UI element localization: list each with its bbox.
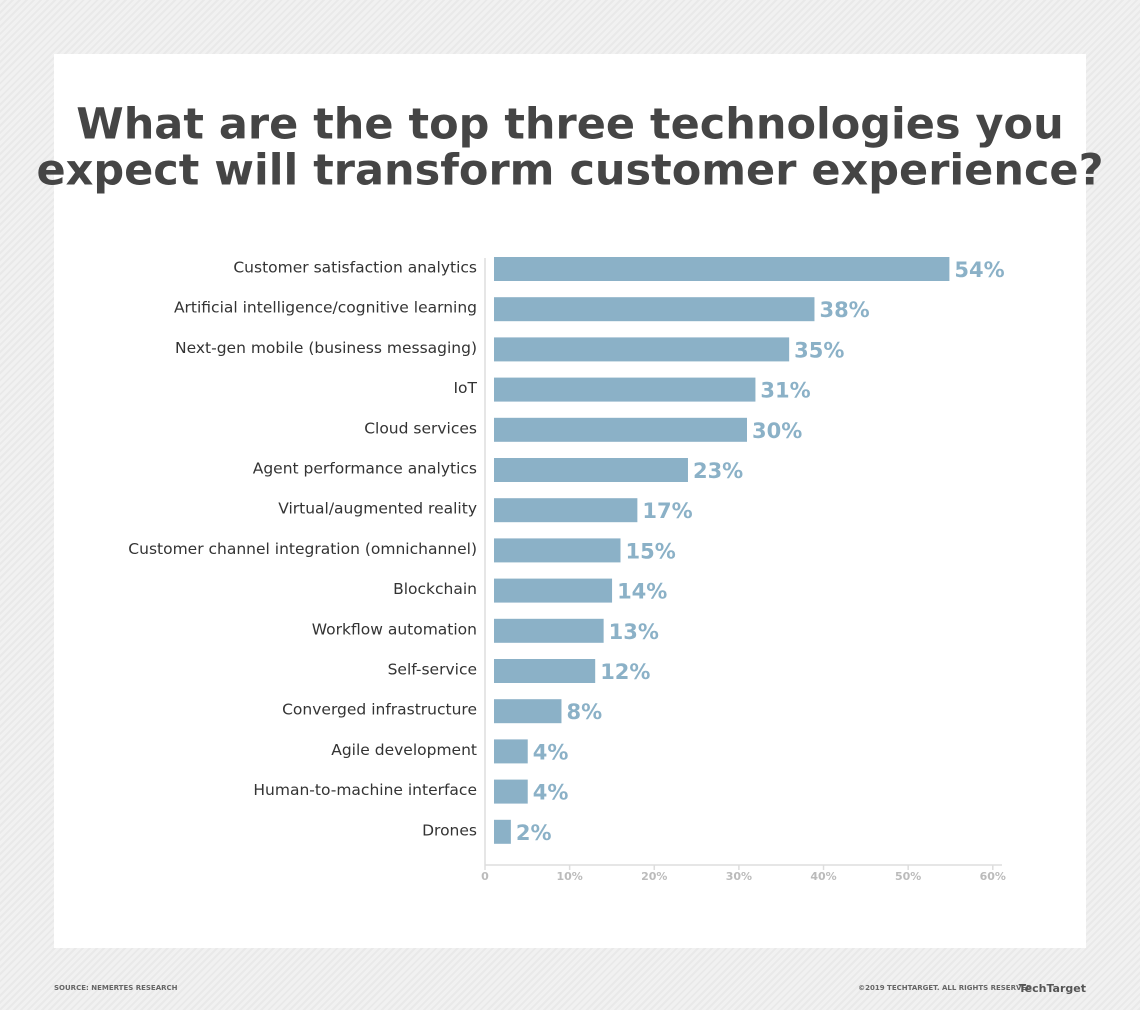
bar: [494, 819, 511, 844]
bar: [494, 739, 528, 764]
x-tick-label: 50%: [895, 870, 921, 883]
bar: [494, 779, 528, 804]
x-tick-label: 60%: [980, 870, 1006, 883]
value-label: 13%: [609, 620, 659, 644]
value-label: 4%: [533, 740, 569, 764]
bar: [494, 618, 604, 643]
bar: [494, 257, 950, 281]
y-tick-label: Customer channel integration (omnichanne…: [128, 540, 477, 558]
y-tick-label: Agile development: [331, 741, 477, 759]
value-label: 35%: [794, 338, 844, 362]
y-tick-label: IoT: [453, 379, 477, 397]
value-label: 12%: [600, 660, 650, 684]
value-label: 31%: [760, 379, 810, 403]
bar: [494, 538, 621, 563]
logo: TechTarget: [1019, 982, 1086, 995]
bar: [494, 458, 688, 482]
bar: [494, 699, 562, 724]
y-tick-label: Virtual/augmented reality: [278, 500, 477, 518]
y-tick-label: Customer satisfaction analytics: [233, 259, 477, 277]
chart-title-line-1: What are the top three technologies you: [76, 100, 1063, 150]
y-tick-label: Converged infrastructure: [282, 701, 477, 719]
value-label: 15%: [626, 539, 676, 563]
value-label: 8%: [566, 700, 602, 724]
y-tick-label: Workflow automation: [312, 620, 477, 638]
y-tick-label: Blockchain: [393, 580, 477, 598]
x-tick-label: 30%: [726, 870, 752, 883]
value-label: 30%: [752, 419, 802, 443]
value-label: 38%: [819, 298, 869, 322]
y-tick-label: Human-to-machine interface: [253, 781, 477, 799]
y-tick-label: Artificial intelligence/cognitive learni…: [174, 299, 477, 317]
y-tick-label: Next-gen mobile (business messaging): [175, 339, 477, 357]
bar: [494, 578, 613, 603]
y-tick-label: Agent performance analytics: [253, 460, 477, 478]
value-label: 4%: [533, 781, 569, 805]
y-tick-label: Drones: [422, 821, 477, 839]
y-tick-label: Self-service: [388, 661, 477, 679]
x-tick-label: 20%: [641, 870, 667, 883]
value-label: 2%: [516, 821, 552, 845]
bar: [494, 498, 638, 523]
bar: [494, 659, 596, 683]
y-tick-label: Cloud services: [364, 419, 477, 437]
x-tick-label: 40%: [810, 870, 836, 883]
bar: [494, 377, 756, 402]
x-tick-label: 10%: [556, 870, 582, 883]
value-label: 14%: [617, 580, 667, 604]
x-tick-label: 0: [481, 870, 489, 883]
bar: [494, 297, 815, 322]
copyright: ©2019 TECHTARGET. ALL RIGHTS RESERVED: [858, 984, 1032, 992]
chart-title-line-2: expect will transform customer experienc…: [36, 146, 1103, 196]
bar: [494, 337, 790, 362]
bar: [494, 417, 747, 442]
source: SOURCE: NEMERTES RESEARCH: [54, 984, 178, 992]
value-label: 17%: [642, 499, 692, 523]
value-label: 54%: [954, 258, 1004, 282]
value-label: 23%: [693, 459, 743, 483]
